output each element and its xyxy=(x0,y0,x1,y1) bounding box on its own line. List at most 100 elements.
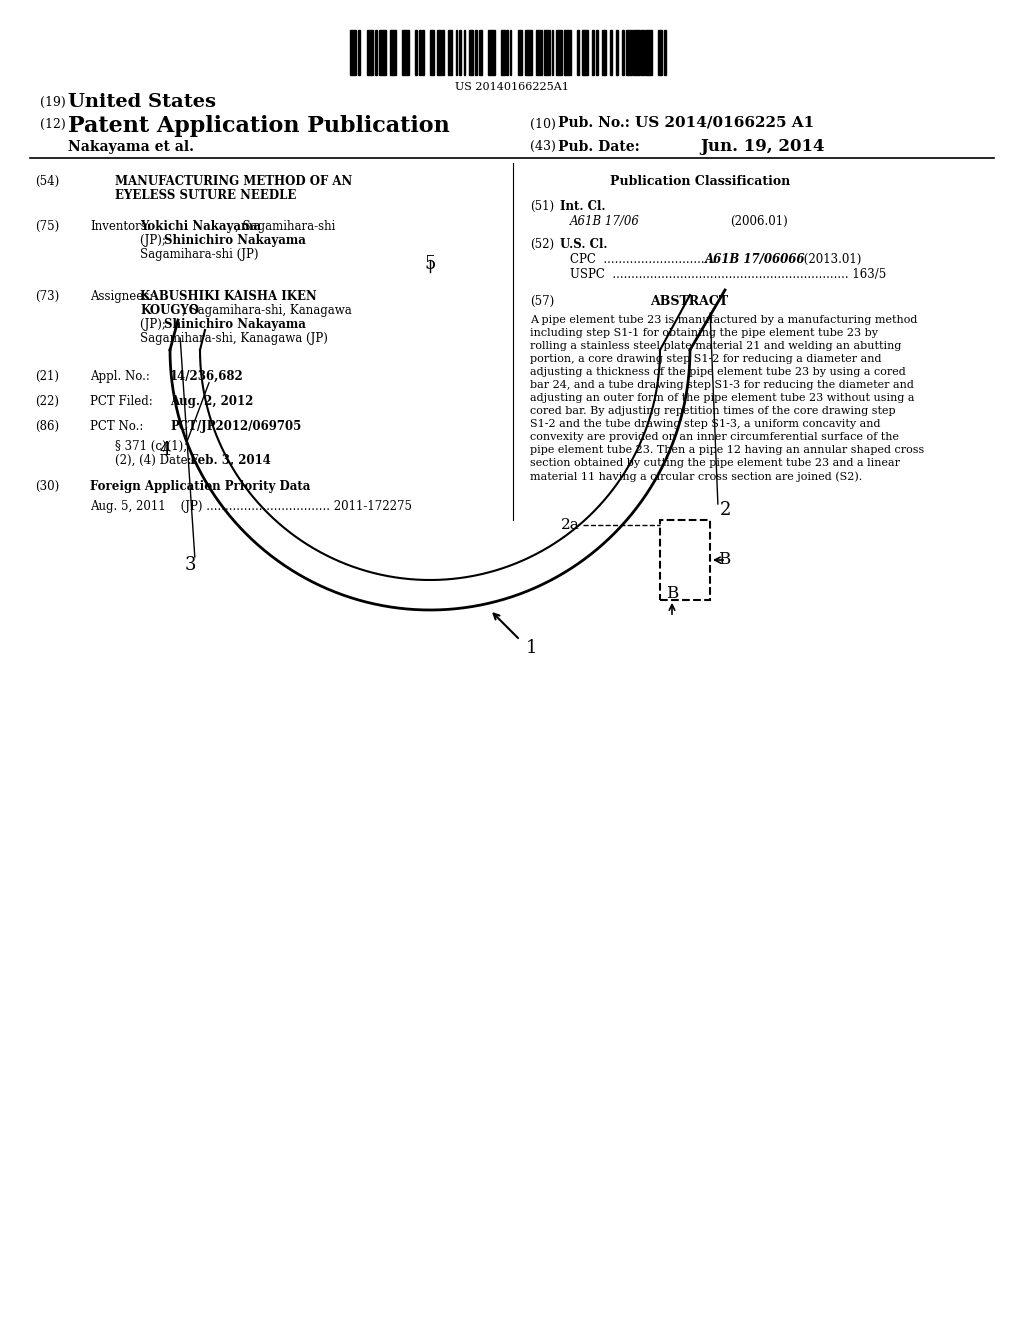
Text: (75): (75) xyxy=(35,220,59,234)
Bar xyxy=(507,30,508,75)
Bar xyxy=(665,30,666,75)
Text: (21): (21) xyxy=(35,370,59,383)
Text: PCT/JP2012/069705: PCT/JP2012/069705 xyxy=(170,420,301,433)
Text: 1: 1 xyxy=(526,639,538,657)
Bar xyxy=(645,30,651,75)
Text: ABSTRACT: ABSTRACT xyxy=(650,294,728,308)
Text: (2013.01): (2013.01) xyxy=(800,253,861,267)
Text: 3: 3 xyxy=(185,556,197,574)
Bar xyxy=(596,30,598,75)
Text: pipe element tube 23. Then a pipe 12 having an annular shaped cross: pipe element tube 23. Then a pipe 12 hav… xyxy=(530,445,925,455)
Bar xyxy=(488,30,495,75)
Text: A61B 17/06066: A61B 17/06066 xyxy=(705,253,806,267)
Bar xyxy=(582,30,588,75)
Bar xyxy=(447,30,452,75)
Text: rolling a stainless steel plate material 21 and welding an abutting: rolling a stainless steel plate material… xyxy=(530,341,901,351)
Bar xyxy=(609,30,612,75)
Text: US 2014/0166225 A1: US 2014/0166225 A1 xyxy=(635,116,814,129)
Bar xyxy=(419,30,421,75)
Bar xyxy=(430,30,434,75)
Bar xyxy=(456,30,457,75)
Text: cored bar. By adjusting repetition times of the core drawing step: cored bar. By adjusting repetition times… xyxy=(530,407,896,416)
Bar xyxy=(379,30,386,75)
Text: Assignees:: Assignees: xyxy=(90,290,154,304)
Bar xyxy=(592,30,594,75)
Bar xyxy=(578,30,580,75)
Text: material 11 having a circular cross section are joined (S2).: material 11 having a circular cross sect… xyxy=(530,471,862,482)
Bar xyxy=(436,30,440,75)
Text: convexity are provided on an inner circumferential surface of the: convexity are provided on an inner circu… xyxy=(530,432,899,442)
Text: (12): (12) xyxy=(40,117,66,131)
Bar xyxy=(564,30,570,75)
Text: Foreign Application Priority Data: Foreign Application Priority Data xyxy=(90,480,310,492)
Text: Sagamihara-shi (JP): Sagamihara-shi (JP) xyxy=(140,248,258,261)
Text: B: B xyxy=(718,552,730,569)
Text: MANUFACTURING METHOD OF AN: MANUFACTURING METHOD OF AN xyxy=(115,176,352,187)
Bar xyxy=(367,30,373,75)
Text: CPC  ..............................: CPC .............................. xyxy=(570,253,723,267)
Text: Yokichi Nakayama: Yokichi Nakayama xyxy=(140,220,261,234)
Bar xyxy=(658,30,663,75)
Text: bar 24, and a tube drawing step S1-3 for reducing the diameter and: bar 24, and a tube drawing step S1-3 for… xyxy=(530,380,913,389)
Text: § 371 (c)(1),: § 371 (c)(1), xyxy=(115,440,187,453)
Text: adjusting a thickness of the pipe element tube 23 by using a cored: adjusting a thickness of the pipe elemen… xyxy=(530,367,906,378)
Text: including step S1-1 for obtaining the pipe element tube 23 by: including step S1-1 for obtaining the pi… xyxy=(530,327,878,338)
Text: Shinichiro Nakayama: Shinichiro Nakayama xyxy=(164,234,306,247)
Bar xyxy=(544,30,550,75)
Text: Int. Cl.: Int. Cl. xyxy=(560,201,605,213)
Bar xyxy=(510,30,511,75)
Bar xyxy=(556,30,562,75)
Text: (52): (52) xyxy=(530,238,554,251)
Text: (19): (19) xyxy=(40,96,66,110)
Bar xyxy=(634,30,640,75)
Text: (10): (10) xyxy=(530,117,556,131)
Text: 4: 4 xyxy=(160,441,171,459)
Bar xyxy=(375,30,377,75)
Bar xyxy=(623,30,624,75)
Bar xyxy=(626,30,632,75)
Text: 2: 2 xyxy=(720,502,731,519)
Bar xyxy=(402,30,409,75)
Text: (22): (22) xyxy=(35,395,59,408)
Text: PCT Filed:: PCT Filed: xyxy=(90,395,153,408)
Text: (2), (4) Date:: (2), (4) Date: xyxy=(115,454,191,467)
Text: (51): (51) xyxy=(530,201,554,213)
Text: Feb. 3, 2014: Feb. 3, 2014 xyxy=(190,454,271,467)
Text: adjusting an outer form of the pipe element tube 23 without using a: adjusting an outer form of the pipe elem… xyxy=(530,393,914,403)
Text: (30): (30) xyxy=(35,480,59,492)
Text: EYELESS SUTURE NEEDLE: EYELESS SUTURE NEEDLE xyxy=(115,189,296,202)
Text: Sagamihara-shi, Kanagawa (JP): Sagamihara-shi, Kanagawa (JP) xyxy=(140,333,328,345)
Text: (JP);: (JP); xyxy=(140,234,170,247)
Text: Pub. Date:: Pub. Date: xyxy=(558,140,640,154)
Text: , Sagamihara-shi: , Sagamihara-shi xyxy=(234,220,336,234)
Text: 5: 5 xyxy=(424,255,435,273)
Text: (57): (57) xyxy=(530,294,554,308)
Bar xyxy=(350,30,356,75)
Text: (54): (54) xyxy=(35,176,59,187)
Bar xyxy=(358,30,360,75)
Bar xyxy=(552,30,553,75)
Text: section obtained by cutting the pipe element tube 23 and a linear: section obtained by cutting the pipe ele… xyxy=(530,458,900,469)
Text: portion, a core drawing step S1-2 for reducing a diameter and: portion, a core drawing step S1-2 for re… xyxy=(530,354,882,364)
Bar xyxy=(641,30,644,75)
Text: B: B xyxy=(666,585,678,602)
Bar xyxy=(459,30,461,75)
Bar xyxy=(525,30,531,75)
Text: Nakayama et al.: Nakayama et al. xyxy=(68,140,194,154)
Text: Jun. 19, 2014: Jun. 19, 2014 xyxy=(700,139,824,154)
Text: , Sagamihara-shi, Kanagawa: , Sagamihara-shi, Kanagawa xyxy=(182,304,352,317)
Bar xyxy=(442,30,443,75)
Text: US 20140166225A1: US 20140166225A1 xyxy=(455,82,569,92)
Text: S1-2 and the tube drawing step S1-3, a uniform concavity and: S1-2 and the tube drawing step S1-3, a u… xyxy=(530,418,881,429)
Text: Aug. 2, 2012: Aug. 2, 2012 xyxy=(170,395,253,408)
Text: Patent Application Publication: Patent Application Publication xyxy=(68,115,450,137)
Text: A pipe element tube 23 is manufactured by a manufacturing method: A pipe element tube 23 is manufactured b… xyxy=(530,315,918,325)
Bar xyxy=(479,30,482,75)
Text: KABUSHIKI KAISHA IKEN: KABUSHIKI KAISHA IKEN xyxy=(140,290,316,304)
Text: (73): (73) xyxy=(35,290,59,304)
Bar xyxy=(464,30,465,75)
Text: U.S. Cl.: U.S. Cl. xyxy=(560,238,607,251)
Bar xyxy=(475,30,477,75)
Text: Shinichiro Nakayama: Shinichiro Nakayama xyxy=(164,318,306,331)
Text: KOUGYO: KOUGYO xyxy=(140,304,199,317)
